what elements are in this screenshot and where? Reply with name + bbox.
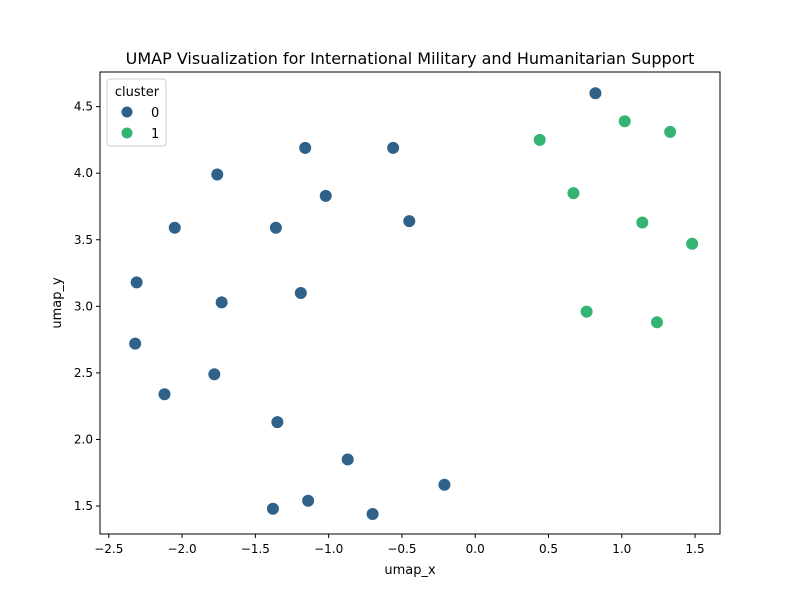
data-point-cluster-0 [293, 286, 308, 301]
data-point-cluster-1 [617, 114, 632, 129]
data-point-cluster-1 [566, 186, 581, 201]
data-point-cluster-0 [301, 493, 316, 508]
y-tick-label: 2.5 [74, 366, 93, 380]
data-point-cluster-0 [167, 220, 182, 235]
legend-label-cluster-0: 0 [151, 106, 159, 121]
data-point-cluster-0 [210, 167, 225, 182]
legend-marker-cluster-0 [120, 105, 134, 119]
data-point-cluster-0 [214, 295, 229, 310]
data-point-cluster-0 [128, 336, 143, 351]
x-tick-label: 1.5 [686, 542, 705, 556]
data-point-cluster-0 [129, 275, 144, 290]
legend-label-cluster-1: 1 [151, 127, 159, 142]
data-point-cluster-0 [437, 477, 452, 492]
y-axis-label: umap_y [50, 277, 65, 329]
x-tick-label: 0.0 [466, 542, 485, 556]
plot-area [99, 71, 721, 535]
x-axis-label: umap_x [384, 563, 436, 578]
legend-title: cluster [115, 85, 160, 100]
data-point-cluster-1 [532, 132, 547, 147]
y-tick-label: 2.0 [74, 432, 93, 446]
y-tick-label: 1.5 [74, 499, 93, 513]
data-point-cluster-0 [268, 220, 283, 235]
data-point-cluster-0 [318, 188, 333, 203]
x-tick-label: 1.0 [612, 542, 631, 556]
data-point-cluster-0 [207, 367, 222, 382]
chart-title: UMAP Visualization for International Mil… [126, 49, 695, 68]
data-point-cluster-1 [685, 236, 700, 251]
data-point-cluster-0 [588, 86, 603, 101]
legend: cluster 0 1 [106, 78, 167, 147]
data-point-cluster-0 [157, 387, 172, 402]
data-point-cluster-0 [265, 501, 280, 516]
y-tick-label: 4.0 [74, 166, 93, 180]
x-axis: −2.5 −2.0 −1.5 −1.0 −0.5 0.0 0.5 1.0 1.5 [94, 534, 705, 556]
data-point-cluster-0 [270, 415, 285, 430]
x-tick-label: 0.5 [539, 542, 558, 556]
x-tick-label: −2.5 [94, 542, 123, 556]
data-point-cluster-1 [579, 304, 594, 319]
legend-marker-cluster-1 [120, 126, 134, 140]
y-tick-label: 3.0 [74, 299, 93, 313]
y-axis: 1.5 2.0 2.5 3.0 3.5 4.0 4.5 [74, 100, 100, 513]
data-point-cluster-0 [298, 140, 313, 155]
data-point-cluster-0 [402, 214, 417, 229]
data-point-cluster-0 [365, 507, 380, 522]
data-point-cluster-1 [663, 124, 678, 139]
y-tick-label: 4.5 [74, 100, 93, 114]
data-point-cluster-0 [386, 140, 401, 155]
x-tick-label: −1.5 [241, 542, 270, 556]
data-point-cluster-0 [340, 452, 355, 467]
data-point-cluster-1 [649, 315, 664, 330]
data-points [128, 86, 700, 522]
x-tick-label: −2.0 [168, 542, 197, 556]
y-tick-label: 3.5 [74, 233, 93, 247]
x-tick-label: −1.0 [314, 542, 343, 556]
data-point-cluster-1 [635, 215, 650, 230]
x-tick-label: −0.5 [387, 542, 416, 556]
